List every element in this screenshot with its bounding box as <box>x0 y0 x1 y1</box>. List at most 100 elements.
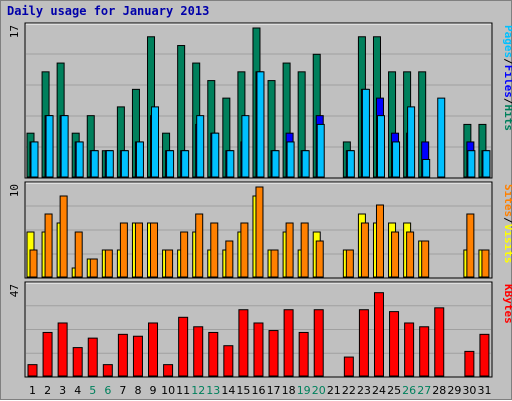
bar-kbytes <box>57 322 68 377</box>
bar-pages <box>301 150 310 178</box>
day-label: 19 <box>297 384 311 397</box>
day-label: 22 <box>342 384 356 397</box>
day-label: 18 <box>282 384 296 397</box>
bar-kbytes <box>419 326 430 377</box>
day-label: 10 <box>161 384 175 397</box>
bar-kbytes <box>163 364 174 377</box>
y-max-label: 17 <box>8 25 21 38</box>
bar-kbytes <box>464 350 475 377</box>
bar-sites <box>59 195 68 278</box>
bar-pages <box>226 150 235 178</box>
bar-kbytes <box>223 345 234 377</box>
bar-pages <box>60 115 69 178</box>
bar-kbytes <box>117 333 128 377</box>
bar-pages <box>181 150 190 178</box>
day-label: 1 <box>29 384 36 397</box>
series-legend: KBytes <box>502 284 512 324</box>
day-label: 21 <box>327 384 341 397</box>
day-label: 9 <box>150 384 157 397</box>
day-label: 8 <box>134 384 141 397</box>
day-label: 4 <box>74 384 81 397</box>
day-label: 2 <box>44 384 51 397</box>
series-legend: Sites/Visits <box>502 184 512 264</box>
bar-pages <box>241 115 250 178</box>
bar-pages <box>467 150 476 178</box>
bar-kbytes <box>268 330 279 377</box>
bar-pages <box>151 106 160 178</box>
bar-kbytes <box>283 309 294 377</box>
bar-kbytes <box>208 331 219 377</box>
legend-hits: Hits <box>502 105 512 132</box>
day-label: 13 <box>206 384 220 397</box>
bar-pages <box>120 150 129 178</box>
day-label: 30 <box>462 384 476 397</box>
bar-kbytes <box>253 322 264 377</box>
day-label: 6 <box>104 384 111 397</box>
bar-sites <box>255 186 264 278</box>
chart-title: Daily usage for January 2013 <box>7 4 210 18</box>
day-label: 20 <box>312 384 326 397</box>
bar-sites <box>270 249 279 278</box>
bar-sites <box>150 222 159 278</box>
legend-visits: Visits <box>502 224 512 264</box>
bar-pages <box>90 150 99 178</box>
legend-separator: / <box>502 98 512 105</box>
bar-sites <box>466 213 475 278</box>
bar-sites <box>360 222 369 278</box>
bar-sites <box>391 231 400 278</box>
bar-pages <box>482 150 491 178</box>
bar-sites <box>240 222 249 278</box>
bar-kbytes <box>87 337 98 377</box>
bar-kbytes <box>27 364 38 377</box>
bar-sites <box>225 240 234 278</box>
bar-sites <box>406 231 415 278</box>
day-label: 17 <box>267 384 281 397</box>
bar-kbytes <box>238 309 249 377</box>
bar-sites <box>421 240 430 278</box>
bar-kbytes <box>389 311 400 377</box>
bar-pages <box>105 150 114 178</box>
day-label: 15 <box>236 384 250 397</box>
day-label: 24 <box>372 384 386 397</box>
bar-sites <box>104 249 113 278</box>
bar-kbytes <box>404 322 415 377</box>
day-label: 25 <box>387 384 401 397</box>
bar-kbytes <box>313 309 324 377</box>
bar-kbytes <box>479 333 490 377</box>
bar-pages <box>75 141 84 178</box>
bar-pages <box>271 150 280 178</box>
legend-kbytes: KBytes <box>502 284 512 324</box>
day-label: 3 <box>59 384 66 397</box>
day-label: 11 <box>176 384 190 397</box>
bar-sites <box>315 240 324 278</box>
bar-sites <box>134 222 143 278</box>
bar-kbytes <box>72 347 83 377</box>
day-label: 23 <box>357 384 371 397</box>
bar-kbytes <box>132 335 143 377</box>
bar-pages <box>135 141 144 178</box>
bar-pages <box>376 115 385 178</box>
bar-sites <box>285 222 294 278</box>
bar-sites <box>195 213 204 278</box>
bar-kbytes <box>178 316 189 377</box>
bar-pages <box>316 123 325 178</box>
bar-sites <box>29 249 38 278</box>
bar-sites <box>165 249 174 278</box>
bar-kbytes <box>148 322 159 377</box>
bar-sites <box>300 222 309 278</box>
legend-separator: / <box>502 58 512 65</box>
day-label: 16 <box>252 384 266 397</box>
day-label: 12 <box>191 384 205 397</box>
day-label: 27 <box>417 384 431 397</box>
legend-files: Files <box>502 65 512 98</box>
y-max-label: 10 <box>8 184 21 197</box>
y-max-label: 47 <box>8 284 21 297</box>
bar-kbytes <box>102 364 113 377</box>
bar-kbytes <box>358 309 369 377</box>
day-label: 28 <box>432 384 446 397</box>
bar-sites <box>375 204 384 278</box>
legend-sites: Sites <box>502 184 512 217</box>
bar-pages <box>166 150 175 178</box>
